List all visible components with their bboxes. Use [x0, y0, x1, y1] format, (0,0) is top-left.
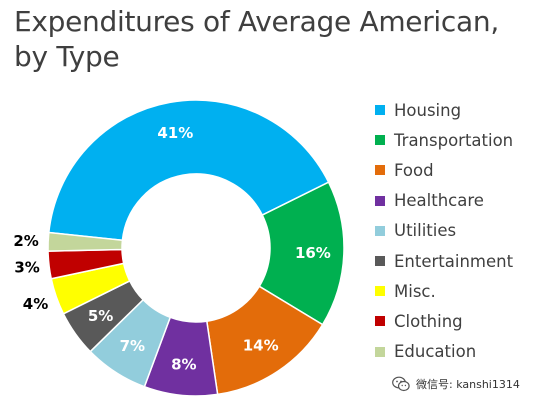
legend-item-misc: Misc.	[375, 276, 513, 306]
legend-swatch-utilities	[375, 225, 385, 236]
legend-item-utilities: Utilities	[375, 216, 513, 246]
slice-label-clothing: 3%	[14, 259, 39, 277]
legend-swatch-healthcare	[375, 195, 385, 206]
watermark: 微信号: kanshi1314	[392, 376, 520, 392]
slice-housing	[47, 99, 330, 242]
legend-swatch-entertainment	[375, 256, 385, 267]
legend-label-education: Education	[394, 342, 477, 362]
chart-legend: Housing Transportation Food Healthcare Utili…	[375, 95, 513, 367]
slice-label-housing: 41%	[157, 124, 193, 142]
legend-label-clothing: Clothing	[394, 311, 463, 331]
slice-label-entertainment: 5%	[88, 307, 113, 325]
donut-slice-labels: 41% 16% 14% 8% 7% 5% 4% 3% 2%	[13, 124, 330, 374]
slice-label-misc: 4%	[23, 295, 48, 313]
donut-slices	[47, 99, 345, 397]
legend-label-food: Food	[394, 160, 434, 180]
legend-item-healthcare: Healthcare	[375, 186, 513, 216]
legend-label-misc: Misc.	[394, 281, 436, 301]
legend-swatch-housing	[375, 105, 385, 116]
legend-swatch-education	[375, 346, 385, 357]
legend-label-healthcare: Healthcare	[394, 191, 484, 211]
legend-label-entertainment: Entertainment	[394, 251, 514, 271]
legend-label-utilities: Utilities	[394, 221, 457, 241]
slice-label-food: 14%	[243, 337, 279, 355]
legend-swatch-clothing	[375, 316, 385, 327]
legend-item-entertainment: Entertainment	[375, 246, 513, 276]
watermark-text: 微信号: kanshi1314	[416, 378, 520, 391]
slice-label-utilities: 7%	[120, 337, 145, 355]
chart-title: Expenditures of Average American, by Typ…	[14, 5, 499, 73]
legend-item-transportation: Transportation	[375, 125, 513, 155]
legend-swatch-food	[375, 165, 385, 176]
legend-item-housing: Housing	[375, 95, 513, 125]
legend-item-clothing: Clothing	[375, 306, 513, 336]
slice-label-transportation: 16%	[295, 244, 331, 262]
legend-item-education: Education	[375, 337, 513, 367]
legend-label-housing: Housing	[394, 100, 462, 120]
slice-label-healthcare: 8%	[171, 355, 196, 373]
legend-item-food: Food	[375, 155, 513, 185]
legend-swatch-transportation	[375, 135, 385, 146]
slice-education	[47, 231, 124, 252]
slice-label-education: 2%	[13, 232, 38, 250]
wechat-icon	[392, 376, 410, 392]
legend-swatch-misc	[375, 286, 385, 297]
legend-label-transportation: Transportation	[394, 130, 514, 150]
